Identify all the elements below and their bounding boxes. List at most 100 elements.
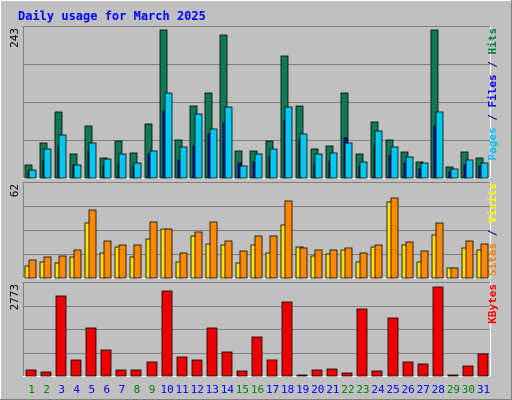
bar-sites-day-13 — [209, 221, 218, 279]
legend-entry-0: Sites — [486, 243, 499, 276]
bar-pages-day-17 — [269, 148, 278, 179]
legend-entry-0: Pages — [486, 127, 499, 160]
bar-sites-day-2 — [43, 256, 52, 279]
side-legend: KBytes — [486, 284, 499, 324]
legend-entry-0: KBytes — [486, 284, 499, 324]
bar-pages-day-25 — [390, 146, 399, 179]
day-label-14: 14 — [221, 383, 235, 396]
bar-kbytes-day-9 — [146, 361, 158, 377]
day-label-23: 23 — [356, 383, 369, 396]
day-label-1: 1 — [28, 383, 35, 396]
day-label-28: 28 — [432, 383, 445, 396]
day-label-16: 16 — [251, 383, 264, 396]
day-label-17: 17 — [266, 383, 279, 396]
bar-sites-day-26 — [405, 241, 414, 279]
day-label-11: 11 — [176, 383, 189, 396]
day-label-30: 30 — [462, 383, 475, 396]
day-label-6: 6 — [104, 383, 111, 396]
bar-sites-day-23 — [359, 252, 368, 279]
bar-sites-day-29 — [450, 267, 459, 279]
bar-sites-day-27 — [420, 250, 429, 279]
x-axis-day-labels: 1 2 3 4 5 6 7 8 9 10 11 12 13 14 15 16 17 18 19 20 21 22 23 24 2… — [28, 383, 490, 396]
bar-pages-day-6 — [103, 158, 112, 179]
bar-kbytes-day-15 — [236, 370, 248, 377]
bar-sites-day-30 — [465, 240, 474, 279]
series-kbytes — [25, 286, 489, 377]
bar-kbytes-day-25 — [387, 317, 399, 377]
bar-pages-day-2 — [43, 148, 52, 179]
bar-pages-day-29 — [450, 168, 459, 179]
day-label-13: 13 — [206, 383, 219, 396]
bar-sites-day-11 — [179, 252, 188, 279]
bar-sites-day-10 — [164, 228, 173, 279]
bar-pages-day-24 — [374, 130, 383, 179]
bar-kbytes-day-11 — [176, 356, 188, 377]
day-label-24: 24 — [371, 383, 385, 396]
y-max-label: 2773 — [8, 284, 21, 311]
bar-kbytes-day-30 — [462, 365, 474, 377]
bar-kbytes-day-16 — [251, 336, 263, 377]
bar-pages-day-11 — [179, 146, 188, 179]
bar-kbytes-day-22 — [341, 372, 353, 377]
chart-title: Daily usage for March 2025 — [18, 9, 206, 23]
day-label-18: 18 — [281, 383, 294, 396]
bar-pages-day-9 — [149, 150, 158, 179]
bar-pages-day-1 — [28, 169, 37, 179]
bar-sites-day-24 — [374, 244, 383, 279]
bar-sites-day-4 — [73, 249, 82, 279]
bar-sites-day-7 — [118, 244, 127, 279]
bar-kbytes-day-19 — [296, 374, 308, 377]
bar-sites-day-15 — [239, 250, 248, 279]
bar-kbytes-day-2 — [40, 371, 52, 377]
bar-sites-day-20 — [314, 249, 323, 279]
bar-kbytes-day-1 — [25, 369, 37, 377]
bar-pages-day-7 — [118, 153, 127, 179]
bar-pages-day-3 — [58, 134, 67, 179]
legend-entry-4: Hits — [486, 28, 499, 55]
bar-kbytes-day-7 — [115, 369, 127, 377]
bar-sites-day-28 — [435, 222, 444, 279]
bar-kbytes-day-4 — [70, 359, 82, 377]
bar-pages-day-14 — [224, 106, 233, 179]
day-label-26: 26 — [402, 383, 415, 396]
bar-sites-day-31 — [480, 243, 489, 279]
bar-kbytes-day-8 — [130, 369, 142, 377]
bar-sites-day-22 — [344, 247, 353, 279]
bar-pages-day-20 — [314, 153, 323, 179]
day-label-20: 20 — [311, 383, 324, 396]
day-label-8: 8 — [134, 383, 141, 396]
bar-pages-day-26 — [405, 156, 414, 179]
bar-sites-day-19 — [299, 247, 308, 279]
panel-visits-sites: 62 Sites / Visits — [8, 182, 499, 279]
legend-entry-3: / — [486, 55, 499, 75]
bar-kbytes-day-26 — [402, 361, 414, 377]
series-pages — [28, 92, 489, 179]
bar-kbytes-day-27 — [417, 363, 429, 377]
bar-pages-day-30 — [465, 159, 474, 179]
day-label-10: 10 — [160, 383, 173, 396]
bar-pages-day-31 — [480, 162, 489, 179]
bar-sites-day-16 — [254, 235, 263, 279]
bar-kbytes-day-10 — [161, 290, 173, 377]
side-legend: Pages / Files / Hits — [486, 28, 499, 161]
bar-pages-day-18 — [284, 106, 293, 179]
bar-sites-day-12 — [194, 231, 203, 279]
bar-pages-day-28 — [435, 111, 444, 179]
day-label-9: 9 — [149, 383, 156, 396]
bar-kbytes-day-14 — [221, 351, 233, 377]
bar-pages-day-13 — [209, 128, 218, 179]
y-max-label: 62 — [8, 184, 21, 197]
bar-sites-day-17 — [269, 235, 278, 279]
bar-kbytes-day-20 — [311, 369, 323, 377]
chart-panels: 243 Pages / Files / Hits 62 Sites / Visits 2… — [8, 26, 499, 377]
bar-kbytes-day-29 — [447, 374, 459, 377]
day-label-2: 2 — [43, 383, 50, 396]
bar-kbytes-day-6 — [100, 349, 112, 377]
bar-pages-day-10 — [164, 92, 173, 179]
bar-kbytes-day-18 — [281, 301, 293, 377]
bar-sites-day-21 — [329, 249, 338, 279]
bar-pages-day-19 — [299, 133, 308, 179]
bar-kbytes-day-31 — [477, 353, 489, 377]
day-label-25: 25 — [386, 383, 399, 396]
